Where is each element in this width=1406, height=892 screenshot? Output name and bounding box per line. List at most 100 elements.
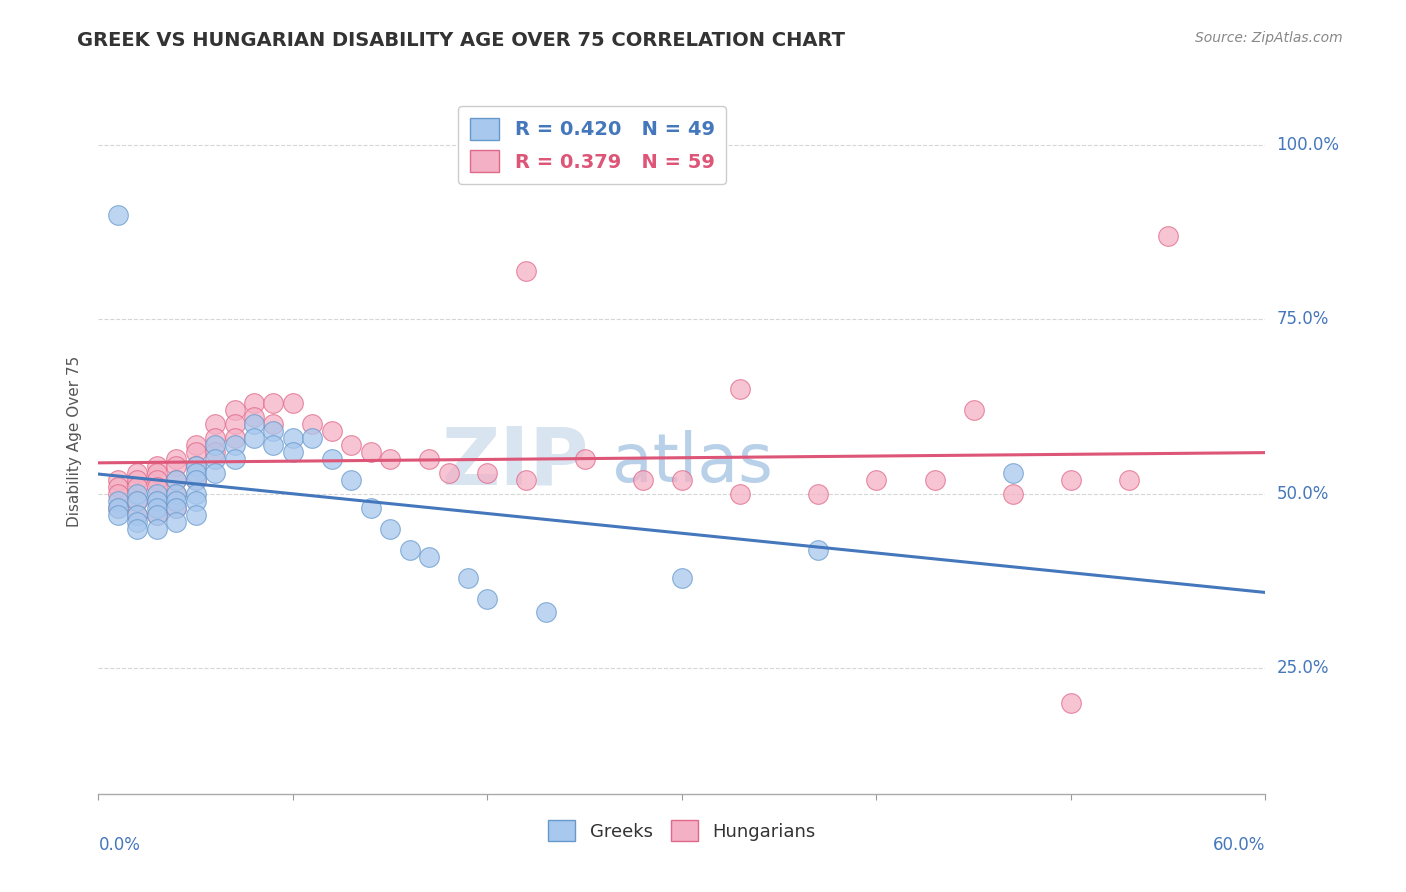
Point [224,452,246,467]
Point [165,500,187,515]
Point [262,438,284,452]
Point [457,571,479,585]
Point [437,466,460,480]
Point [360,500,382,515]
Point [107,208,129,222]
Point [184,466,207,480]
Point [515,263,537,277]
Point [962,403,984,417]
Point [243,410,266,425]
Point [107,508,129,522]
Point [204,438,226,452]
Point [515,473,537,487]
Point [281,396,304,410]
Point [165,458,187,473]
Point [107,473,129,487]
Point [243,396,266,410]
Y-axis label: Disability Age Over 75: Disability Age Over 75 [67,356,83,527]
Point [184,438,207,452]
Point [340,438,363,452]
Point [127,480,149,494]
Point [107,500,129,515]
Point [127,508,149,522]
Point [281,431,304,445]
Point [184,473,207,487]
Point [184,458,207,473]
Point [165,487,187,501]
Point [146,508,169,522]
Point [574,452,596,467]
Point [1001,487,1024,501]
Point [360,445,382,459]
Point [107,500,129,515]
Point [224,431,246,445]
Point [301,417,323,431]
Point [146,473,169,487]
Point [281,445,304,459]
Text: GREEK VS HUNGARIAN DISABILITY AGE OVER 75 CORRELATION CHART: GREEK VS HUNGARIAN DISABILITY AGE OVER 7… [77,31,845,50]
Text: 75.0%: 75.0% [1277,310,1329,328]
Point [865,473,887,487]
Point [1060,696,1083,710]
Point [204,466,226,480]
Point [184,508,207,522]
Point [127,487,149,501]
Point [165,493,187,508]
Point [204,417,226,431]
Point [924,473,946,487]
Point [243,431,266,445]
Point [301,431,323,445]
Point [807,542,830,557]
Point [184,493,207,508]
Point [1060,473,1083,487]
Point [534,606,557,620]
Point [243,417,266,431]
Point [477,591,499,606]
Point [146,500,169,515]
Point [146,508,169,522]
Text: ZIP: ZIP [441,424,589,501]
Point [1001,466,1024,480]
Point [380,522,402,536]
Point [146,487,169,501]
Point [184,458,207,473]
Point [127,493,149,508]
Point [807,487,830,501]
Point [671,571,693,585]
Point [224,417,246,431]
Point [224,438,246,452]
Point [146,480,169,494]
Point [165,500,187,515]
Text: 50.0%: 50.0% [1277,485,1329,503]
Point [165,452,187,467]
Point [127,508,149,522]
Text: 100.0%: 100.0% [1277,136,1340,154]
Point [398,542,420,557]
Point [380,452,402,467]
Point [127,515,149,529]
Point [184,473,207,487]
Point [321,424,343,438]
Point [127,473,149,487]
Point [204,431,226,445]
Point [165,515,187,529]
Point [671,473,693,487]
Point [340,473,363,487]
Point [146,522,169,536]
Point [146,466,169,480]
Point [127,493,149,508]
Point [165,473,187,487]
Text: 0.0%: 0.0% [98,836,141,854]
Point [146,493,169,508]
Point [262,396,284,410]
Point [165,473,187,487]
Point [107,493,129,508]
Text: 25.0%: 25.0% [1277,659,1329,677]
Point [631,473,654,487]
Point [107,480,129,494]
Point [730,382,752,396]
Text: Source: ZipAtlas.com: Source: ZipAtlas.com [1195,31,1343,45]
Point [204,452,226,467]
Point [1118,473,1140,487]
Point [730,487,752,501]
